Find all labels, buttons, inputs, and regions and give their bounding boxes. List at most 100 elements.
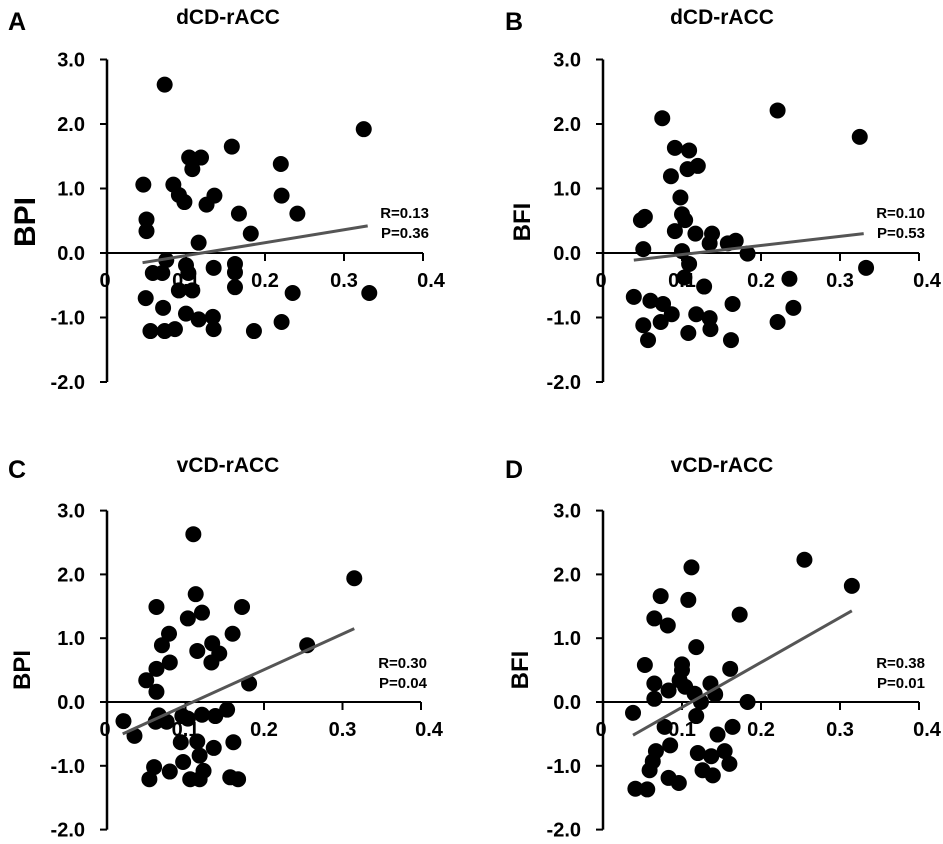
data-point: [190, 311, 207, 328]
data-point: [843, 577, 860, 594]
data-point: [666, 139, 683, 156]
panel-title: dCD-rACC: [670, 6, 774, 29]
data-point: [161, 654, 178, 671]
y-tick-label: 0.0: [57, 243, 85, 265]
data-point: [148, 660, 165, 677]
data-point: [225, 734, 242, 751]
y-tick-label: -2.0: [51, 820, 85, 842]
data-point: [724, 718, 741, 735]
data-point: [640, 332, 657, 349]
data-point: [702, 321, 719, 338]
y-tick-label: 2.0: [57, 564, 85, 586]
data-point: [226, 264, 243, 281]
data-point: [672, 189, 689, 206]
data-point: [681, 142, 698, 159]
panel-letter: A: [8, 8, 26, 36]
data-point: [361, 284, 378, 301]
data-point: [141, 771, 158, 788]
data-point: [193, 604, 210, 621]
data-point: [226, 279, 243, 296]
data-point: [289, 205, 306, 222]
data-point: [155, 299, 172, 316]
data-point: [184, 161, 201, 178]
data-point: [704, 767, 721, 784]
data-point: [272, 155, 289, 172]
data-point: [696, 278, 713, 295]
x-tick-label: 0.3: [330, 270, 358, 292]
data-point: [642, 292, 659, 309]
data-point: [687, 225, 704, 242]
data-point: [242, 225, 259, 242]
stat-p-label: P=0.04: [379, 675, 428, 692]
y-tick-label: 3.0: [553, 50, 581, 72]
y-tick-label: 3.0: [57, 50, 85, 72]
data-point: [679, 161, 696, 178]
data-point: [178, 305, 194, 322]
data-point: [654, 110, 671, 127]
data-point: [660, 682, 677, 699]
data-point: [273, 314, 290, 331]
panel-title: vCD-rACC: [177, 454, 280, 477]
panel-letter: C: [8, 456, 26, 484]
data-point: [191, 771, 208, 788]
data-point: [161, 763, 178, 780]
trendline: [633, 232, 864, 262]
data-point: [652, 314, 669, 331]
data-point: [632, 212, 649, 229]
y-tick-label: -2.0: [51, 372, 85, 394]
data-point: [796, 551, 813, 568]
data-point: [138, 223, 155, 240]
data-point: [205, 321, 222, 338]
y-axis-label: BPI: [9, 650, 36, 690]
y-tick-label: -2.0: [547, 372, 581, 394]
y-tick-label: 0.0: [57, 692, 85, 714]
data-point: [191, 747, 208, 764]
x-tick-label: 0: [99, 719, 110, 741]
x-tick-label: 0: [99, 270, 110, 292]
data-point: [175, 753, 192, 770]
x-tick-label: 0.1: [668, 719, 696, 741]
stat-p-label: P=0.36: [381, 225, 429, 242]
data-point: [688, 639, 705, 656]
data-point: [137, 290, 154, 307]
x-tick-label: 0.2: [251, 270, 279, 292]
data-point: [703, 748, 720, 765]
data-point: [198, 196, 215, 213]
data-point: [739, 245, 756, 262]
panel-title: vCD-rACC: [671, 454, 774, 477]
data-point: [681, 255, 698, 272]
y-axis-label: BFI: [509, 203, 536, 242]
y-axis-label: BFI: [507, 651, 534, 690]
data-point: [138, 211, 155, 228]
data-point: [230, 771, 247, 788]
data-point: [701, 235, 718, 252]
data-point: [193, 706, 210, 723]
data-point: [148, 683, 165, 700]
trendline: [632, 609, 853, 737]
data-point: [146, 759, 163, 776]
y-tick-label: -1.0: [51, 308, 85, 330]
data-point: [727, 232, 744, 249]
data-point: [187, 586, 204, 603]
data-point: [662, 168, 679, 185]
data-point: [636, 656, 653, 673]
data-point: [172, 734, 189, 751]
data-point: [230, 205, 247, 222]
data-point: [656, 718, 673, 735]
data-point: [646, 675, 663, 692]
data-point: [170, 282, 187, 299]
data-point: [223, 138, 240, 155]
data-point: [646, 690, 663, 707]
x-tick-label: 0: [595, 270, 606, 292]
data-point: [284, 284, 301, 301]
data-point: [688, 306, 705, 323]
data-point: [176, 194, 193, 211]
data-point: [115, 713, 132, 730]
data-point: [346, 570, 363, 587]
data-point: [769, 314, 786, 331]
data-point: [652, 588, 669, 605]
data-point: [203, 654, 220, 671]
data-point: [193, 149, 210, 166]
data-point: [641, 762, 658, 779]
